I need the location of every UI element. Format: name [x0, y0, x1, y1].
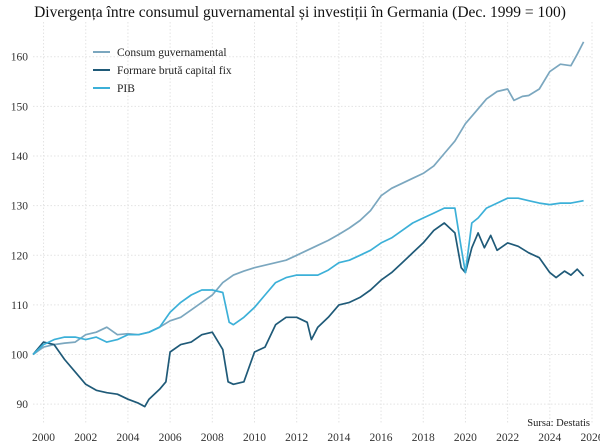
- y-tick-label: 90: [17, 399, 29, 411]
- legend-label-pib: PIB: [117, 83, 135, 95]
- axis-tick-labels: 90 100 110 120 130 140 150 160 2000 2002 2004 2006 2…: [11, 52, 600, 444]
- x-tick-label: 2000: [32, 432, 55, 444]
- y-tick-label: 130: [11, 201, 29, 213]
- series-line-formare-bruta-capital-fix: [32, 222, 585, 408]
- x-tick-label: 2006: [159, 432, 182, 444]
- x-tick-label: 2014: [327, 432, 350, 444]
- x-tick-label: 2012: [285, 432, 308, 444]
- legend-label-consum-guvernamental: Consum guvernamental: [117, 47, 227, 59]
- x-tick-label: 2008: [201, 432, 224, 444]
- legend-label-formare-bruta-capital-fix: Formare brută capital fix: [117, 65, 232, 77]
- legend: Consum guvernamental Formare brută capita…: [93, 47, 232, 95]
- y-tick-label: 100: [11, 350, 29, 362]
- x-tick-label: 2016: [370, 432, 393, 444]
- chart-title: Divergența între consumul guvernamental …: [34, 4, 566, 21]
- x-tick-label: 2002: [74, 432, 97, 444]
- x-tick-label: 2018: [412, 432, 435, 444]
- y-tick-label: 160: [11, 52, 29, 64]
- x-tick-label: 2026: [581, 432, 600, 444]
- source-note: Sursa: Destatis: [527, 418, 590, 429]
- y-tick-label: 140: [11, 151, 29, 163]
- x-tick-label: 2020: [454, 432, 477, 444]
- x-tick-label: 2010: [243, 432, 266, 444]
- y-tick-label: 120: [11, 250, 29, 262]
- y-tick-label: 110: [11, 300, 28, 312]
- series-line-pib: [32, 197, 584, 356]
- y-tick-label: 150: [11, 101, 29, 113]
- x-tick-label: 2024: [538, 432, 561, 444]
- grid-lines: [33, 22, 593, 424]
- x-tick-label: 2004: [116, 432, 139, 444]
- series-lines: [32, 41, 585, 408]
- x-tick-label: 2022: [496, 432, 519, 444]
- series-line-consum-guvernamental: [32, 41, 585, 356]
